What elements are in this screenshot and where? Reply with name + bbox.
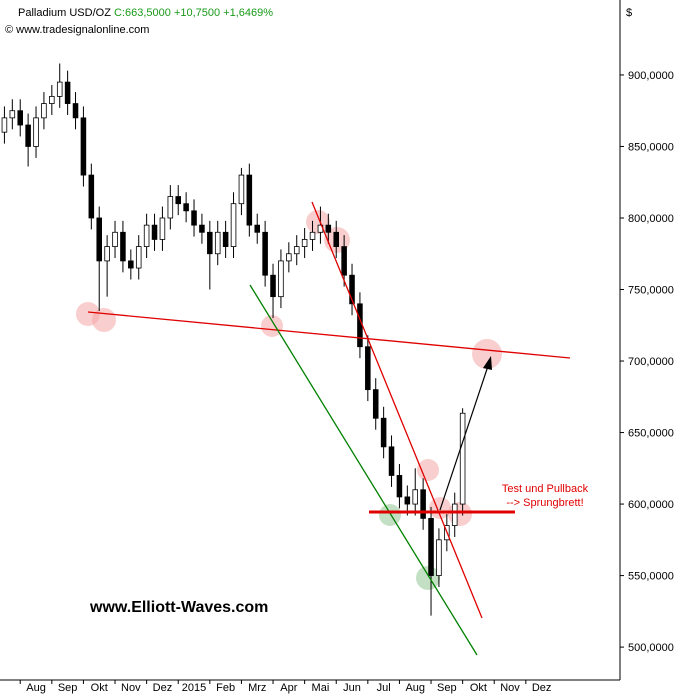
candle-body	[301, 239, 308, 247]
candle-body	[120, 231, 126, 262]
candle-body	[222, 231, 229, 247]
candle-body	[151, 224, 158, 240]
candle-body	[214, 231, 221, 255]
source: © www.tradesignalonline.com	[5, 24, 149, 36]
candle-body	[56, 81, 63, 97]
header: Palladium USD/OZ C:663,5000 +10,7500 +1,…	[18, 7, 273, 19]
candle-body	[230, 203, 237, 247]
candle-body	[388, 446, 395, 476]
candle-body	[112, 231, 118, 247]
candle-body	[41, 103, 47, 119]
candle-body	[451, 503, 458, 526]
candle-body	[25, 124, 31, 147]
candle-body	[293, 246, 300, 255]
change: +10,7500	[174, 7, 220, 19]
candle-body	[341, 246, 347, 276]
candle-body	[207, 231, 213, 255]
annotation: --> Sprungbrett!	[506, 497, 583, 509]
y-tick-label: 750,0000	[628, 285, 674, 297]
x-tick-label: 2015	[182, 682, 206, 694]
y-tick-label: 650,0000	[628, 428, 674, 440]
y-tick-label: 800,0000	[628, 213, 674, 225]
candle-body	[412, 489, 418, 505]
trend-lines	[87, 201, 571, 656]
x-tick-label: Feb	[216, 682, 235, 694]
x-tick-label: Jun	[343, 682, 361, 694]
candle-body	[459, 412, 466, 505]
candle-body	[191, 210, 197, 226]
x-tick-label: Nov	[500, 682, 520, 694]
candle-body	[159, 217, 166, 240]
candle-body	[333, 231, 339, 247]
x-tick-label: Jul	[377, 682, 391, 694]
x-tick-label: Okt	[91, 682, 108, 694]
candle-body	[270, 274, 276, 298]
candle-body	[104, 246, 110, 262]
candle-body	[175, 196, 181, 205]
candle-body	[128, 260, 134, 269]
candle-body	[33, 117, 39, 147]
x-tick-label: Mrz	[248, 682, 266, 694]
y-tick-label: 550,0000	[628, 571, 674, 583]
candle-body	[9, 110, 16, 119]
instrument: Palladium USD/OZ	[18, 7, 111, 19]
candle-body	[96, 217, 102, 262]
x-tick-label: Apr	[280, 682, 297, 694]
candle-body	[380, 417, 387, 448]
candle-body	[143, 224, 150, 247]
x-tick-label: Dez	[532, 682, 552, 694]
y-tick-label: 900,0000	[628, 70, 674, 82]
candle-body	[88, 174, 95, 219]
candle-body	[396, 475, 403, 498]
x-tick-label: Dez	[153, 682, 173, 694]
candle-body	[262, 231, 268, 276]
candle-body	[309, 231, 316, 240]
candle-body	[349, 274, 355, 305]
candle-body	[404, 496, 411, 505]
change-pct: +1,6469%	[223, 7, 273, 19]
candle-body	[246, 174, 253, 226]
candle-body	[325, 224, 332, 233]
candle-body	[80, 117, 87, 176]
x-tick-label: Okt	[470, 682, 487, 694]
candle-body	[72, 103, 79, 119]
candle-body	[372, 389, 379, 419]
candle-body	[254, 224, 260, 233]
x-tick-label: Sep	[437, 682, 457, 694]
currency: $	[626, 7, 632, 19]
x-tick-label: Nov	[121, 682, 141, 694]
candle-body	[357, 303, 363, 348]
y-tick-label: 500,0000	[628, 642, 674, 654]
x-tick-label: Sep	[58, 682, 78, 694]
candle-body	[199, 224, 205, 233]
candle-body	[183, 203, 189, 212]
candle-body	[436, 539, 442, 576]
candle-body	[167, 196, 174, 219]
candle-body	[17, 110, 23, 126]
candle-body	[1, 117, 8, 133]
x-tick-label: Mai	[312, 682, 330, 694]
candle-body	[286, 253, 292, 262]
y-tick-label: 600,0000	[628, 499, 674, 511]
y-tick-label: 700,0000	[628, 356, 674, 368]
watermark: www.Elliott-Waves.com	[89, 599, 268, 616]
candle-body	[64, 81, 71, 104]
candle-body	[365, 346, 371, 391]
annotation: Test und Pullback	[502, 483, 589, 495]
candle-body	[135, 246, 142, 269]
y-tick-label: 850,0000	[628, 141, 674, 153]
x-tick-label: Aug	[26, 682, 46, 694]
candle-body	[238, 174, 245, 205]
candle-body	[49, 96, 55, 104]
x-tick-label: Aug	[405, 682, 425, 694]
candle-body	[420, 489, 426, 519]
candle-body	[428, 517, 434, 576]
candle-body	[278, 260, 284, 298]
close: C:663,5000	[114, 7, 171, 19]
